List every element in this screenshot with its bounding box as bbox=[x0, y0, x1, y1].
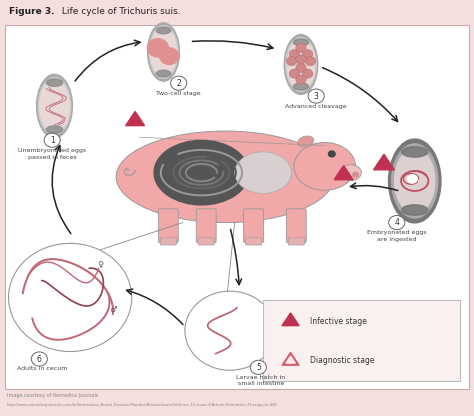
Circle shape bbox=[302, 50, 313, 59]
Text: Advanced cleavage: Advanced cleavage bbox=[285, 104, 347, 109]
Circle shape bbox=[305, 57, 316, 66]
Text: 4: 4 bbox=[394, 218, 399, 227]
FancyBboxPatch shape bbox=[286, 209, 306, 243]
Circle shape bbox=[160, 48, 179, 64]
Text: Adults in cecum: Adults in cecum bbox=[17, 366, 67, 371]
Polygon shape bbox=[126, 111, 145, 126]
Text: ♀: ♀ bbox=[98, 260, 104, 270]
Ellipse shape bbox=[294, 142, 356, 190]
Text: 5: 5 bbox=[256, 363, 261, 372]
Circle shape bbox=[44, 133, 60, 147]
Circle shape bbox=[308, 89, 324, 103]
Text: Life cycle of Trichuris suis.: Life cycle of Trichuris suis. bbox=[59, 7, 181, 16]
Ellipse shape bbox=[154, 141, 249, 205]
Polygon shape bbox=[282, 313, 299, 326]
Text: Larvae hatch in
small intestine: Larvae hatch in small intestine bbox=[236, 375, 285, 386]
Circle shape bbox=[389, 215, 405, 230]
FancyBboxPatch shape bbox=[198, 238, 214, 245]
Text: 6: 6 bbox=[37, 354, 42, 364]
Circle shape bbox=[250, 360, 266, 374]
Circle shape bbox=[296, 43, 306, 52]
Ellipse shape bbox=[340, 165, 361, 181]
Circle shape bbox=[302, 69, 313, 78]
FancyBboxPatch shape bbox=[246, 238, 262, 245]
Ellipse shape bbox=[287, 40, 315, 89]
FancyBboxPatch shape bbox=[160, 238, 176, 245]
Circle shape bbox=[31, 352, 47, 366]
Circle shape bbox=[286, 57, 297, 66]
Circle shape bbox=[353, 172, 358, 177]
Ellipse shape bbox=[235, 152, 292, 193]
Ellipse shape bbox=[46, 126, 63, 133]
Text: Two-cell stage: Two-cell stage bbox=[156, 91, 201, 96]
Ellipse shape bbox=[293, 39, 309, 46]
Circle shape bbox=[328, 151, 335, 157]
Circle shape bbox=[408, 175, 417, 183]
Ellipse shape bbox=[46, 79, 63, 86]
Polygon shape bbox=[286, 356, 295, 363]
FancyBboxPatch shape bbox=[5, 25, 469, 389]
FancyBboxPatch shape bbox=[158, 209, 178, 243]
Text: Infective stage: Infective stage bbox=[310, 317, 367, 326]
Polygon shape bbox=[282, 352, 299, 365]
Text: Embryonated eggs
are ingested: Embryonated eggs are ingested bbox=[367, 230, 427, 242]
Text: Diagnostic stage: Diagnostic stage bbox=[310, 356, 375, 365]
Circle shape bbox=[296, 63, 306, 72]
Text: Figure 3.: Figure 3. bbox=[9, 7, 54, 16]
Ellipse shape bbox=[284, 35, 318, 94]
Ellipse shape bbox=[149, 26, 178, 78]
Text: http://www.remedicajournals.com/Inflammatory-Bowel-Disease-Monitor/Browseissues/: http://www.remedicajournals.com/Inflamma… bbox=[7, 403, 278, 407]
Ellipse shape bbox=[298, 136, 314, 147]
Polygon shape bbox=[334, 166, 353, 180]
Polygon shape bbox=[374, 154, 394, 170]
FancyBboxPatch shape bbox=[263, 300, 460, 381]
Text: 1: 1 bbox=[50, 136, 55, 145]
Ellipse shape bbox=[156, 70, 171, 77]
FancyBboxPatch shape bbox=[244, 209, 264, 243]
Ellipse shape bbox=[401, 147, 428, 157]
Ellipse shape bbox=[394, 149, 435, 213]
Ellipse shape bbox=[116, 131, 334, 223]
Circle shape bbox=[289, 69, 300, 78]
Circle shape bbox=[296, 55, 306, 64]
Ellipse shape bbox=[293, 83, 309, 90]
Text: Image courtesy of Remedica Journals: Image courtesy of Remedica Journals bbox=[7, 393, 99, 398]
Ellipse shape bbox=[401, 205, 428, 215]
Circle shape bbox=[185, 291, 275, 370]
Ellipse shape bbox=[38, 77, 71, 135]
Circle shape bbox=[343, 172, 349, 177]
Circle shape bbox=[9, 243, 132, 352]
Circle shape bbox=[289, 50, 300, 59]
Ellipse shape bbox=[151, 28, 176, 76]
Ellipse shape bbox=[286, 37, 316, 92]
Text: ♂: ♂ bbox=[109, 305, 117, 314]
Text: Unembryonated eggs
passed in feces: Unembryonated eggs passed in feces bbox=[18, 148, 86, 160]
Ellipse shape bbox=[40, 80, 69, 132]
Ellipse shape bbox=[389, 139, 441, 223]
Circle shape bbox=[171, 76, 187, 90]
FancyBboxPatch shape bbox=[288, 238, 304, 245]
Ellipse shape bbox=[147, 23, 180, 81]
FancyBboxPatch shape bbox=[196, 209, 216, 243]
Ellipse shape bbox=[392, 144, 438, 218]
Text: 3: 3 bbox=[314, 92, 319, 101]
Ellipse shape bbox=[36, 74, 73, 138]
Text: 2: 2 bbox=[176, 79, 181, 88]
Circle shape bbox=[147, 39, 168, 57]
Circle shape bbox=[296, 75, 306, 84]
FancyBboxPatch shape bbox=[0, 0, 474, 23]
Ellipse shape bbox=[156, 27, 171, 34]
